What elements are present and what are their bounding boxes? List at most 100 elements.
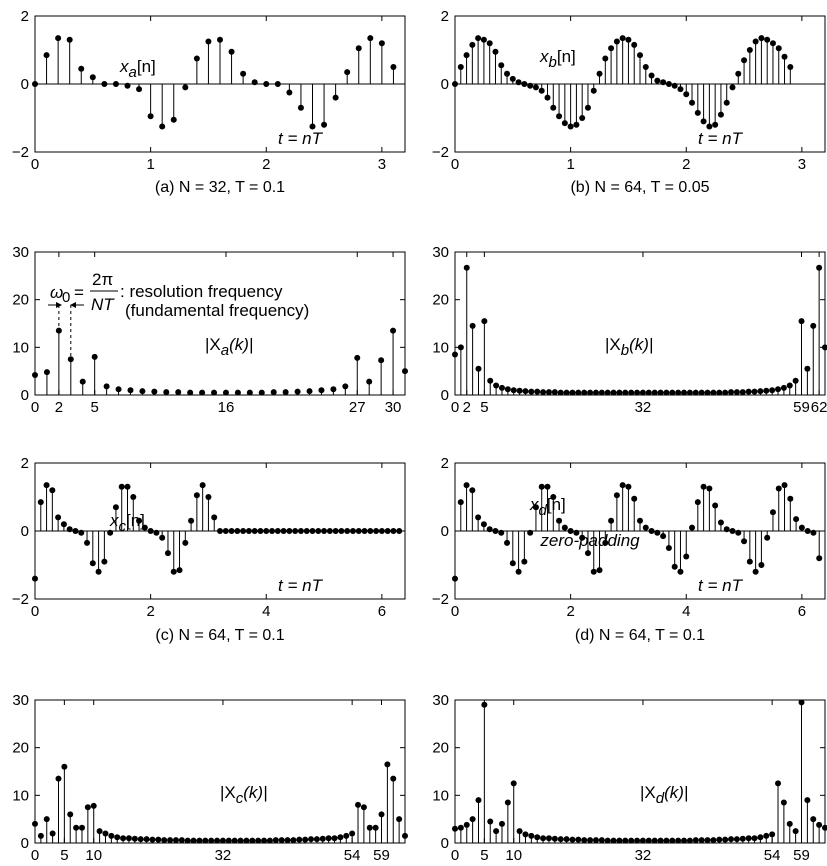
data-point bbox=[272, 837, 279, 844]
data-point bbox=[592, 837, 599, 844]
data-point bbox=[32, 575, 38, 582]
data-point bbox=[384, 761, 391, 768]
data-point bbox=[563, 836, 570, 843]
data-point bbox=[671, 563, 678, 570]
data-point bbox=[309, 123, 316, 130]
data-point bbox=[480, 521, 487, 528]
data-point bbox=[746, 47, 753, 53]
y-tick-label: 0 bbox=[21, 76, 29, 93]
data-point bbox=[193, 492, 200, 499]
data-point bbox=[677, 568, 684, 575]
data-point bbox=[153, 529, 160, 536]
x-tick-label: 30 bbox=[385, 399, 402, 416]
data-point bbox=[634, 837, 641, 844]
data-point bbox=[746, 558, 753, 565]
data-point bbox=[101, 81, 108, 87]
data-point bbox=[176, 567, 183, 574]
data-point bbox=[752, 568, 759, 575]
data-point bbox=[741, 538, 748, 545]
data-point bbox=[217, 36, 223, 43]
data-point bbox=[575, 836, 582, 843]
annotation-text-2: (fundamental frequency) bbox=[125, 301, 309, 320]
data-point bbox=[556, 517, 563, 524]
data-point bbox=[112, 504, 119, 511]
data-point bbox=[504, 70, 511, 77]
data-point bbox=[290, 837, 297, 844]
data-point bbox=[775, 45, 782, 52]
data-point bbox=[669, 389, 676, 396]
data-point bbox=[261, 837, 268, 844]
data-point bbox=[390, 64, 397, 70]
data-point bbox=[663, 389, 670, 396]
data-point bbox=[579, 115, 586, 121]
data-point bbox=[95, 568, 102, 575]
data-point bbox=[639, 837, 646, 844]
x-tick-label: 0 bbox=[451, 156, 459, 173]
y-tick-label: 20 bbox=[12, 740, 29, 757]
x-tick-label: 1 bbox=[146, 156, 154, 173]
data-point bbox=[43, 52, 50, 59]
panel-Xd: 0 10 20 30 0 5 10 32 54 59 |Xd(k)| bbox=[432, 692, 827, 864]
data-point bbox=[710, 389, 717, 396]
data-point bbox=[751, 388, 758, 395]
data-point bbox=[786, 382, 793, 389]
data-point bbox=[804, 528, 811, 534]
y-tick-label: 0 bbox=[441, 76, 449, 93]
data-point bbox=[120, 835, 127, 842]
data-point bbox=[480, 36, 487, 43]
data-point bbox=[532, 84, 539, 91]
data-point bbox=[159, 534, 166, 541]
data-point bbox=[733, 836, 740, 843]
data-point bbox=[101, 558, 108, 565]
data-point bbox=[315, 528, 322, 534]
data-point bbox=[509, 560, 516, 567]
data-point bbox=[741, 57, 748, 64]
data-point bbox=[671, 82, 678, 89]
plot-frame bbox=[34, 251, 406, 396]
data-point bbox=[130, 494, 137, 500]
data-point bbox=[515, 568, 522, 575]
data-point bbox=[717, 111, 724, 118]
data-point bbox=[657, 837, 664, 844]
data-point bbox=[665, 545, 672, 551]
data-point bbox=[487, 818, 494, 825]
data-point bbox=[182, 84, 189, 91]
data-point bbox=[527, 82, 534, 89]
data-point bbox=[151, 388, 158, 395]
data-point bbox=[628, 389, 635, 396]
data-point bbox=[728, 836, 735, 843]
data-point bbox=[355, 801, 362, 808]
data-point bbox=[237, 837, 244, 844]
data-point bbox=[402, 368, 408, 375]
x-tick-label: 0 bbox=[31, 847, 39, 864]
data-point bbox=[175, 389, 182, 396]
data-point bbox=[188, 517, 195, 524]
y-tick-label: −2 bbox=[12, 591, 29, 608]
data-point bbox=[545, 389, 552, 396]
data-point bbox=[149, 836, 156, 843]
data-point bbox=[706, 123, 713, 130]
x-tick-label: 2 bbox=[682, 156, 690, 173]
annotation-den: NT bbox=[91, 295, 115, 314]
data-point bbox=[182, 539, 189, 546]
x-tick-label: 2 bbox=[566, 603, 574, 620]
y-tick-label: 20 bbox=[432, 740, 449, 757]
data-point bbox=[769, 831, 776, 838]
data-point bbox=[61, 763, 68, 770]
data-point bbox=[390, 327, 397, 334]
data-point bbox=[610, 389, 617, 396]
data-point bbox=[136, 86, 143, 93]
data-point bbox=[306, 388, 313, 395]
data-point bbox=[32, 371, 38, 378]
data-point bbox=[243, 837, 250, 844]
data-point bbox=[598, 389, 605, 396]
data-point bbox=[712, 121, 719, 128]
data-point bbox=[816, 264, 823, 271]
data-point bbox=[124, 82, 131, 89]
data-point bbox=[758, 562, 765, 568]
data-point bbox=[556, 113, 563, 120]
data-point bbox=[625, 483, 632, 490]
data-point bbox=[598, 837, 605, 844]
data-point bbox=[735, 529, 742, 536]
